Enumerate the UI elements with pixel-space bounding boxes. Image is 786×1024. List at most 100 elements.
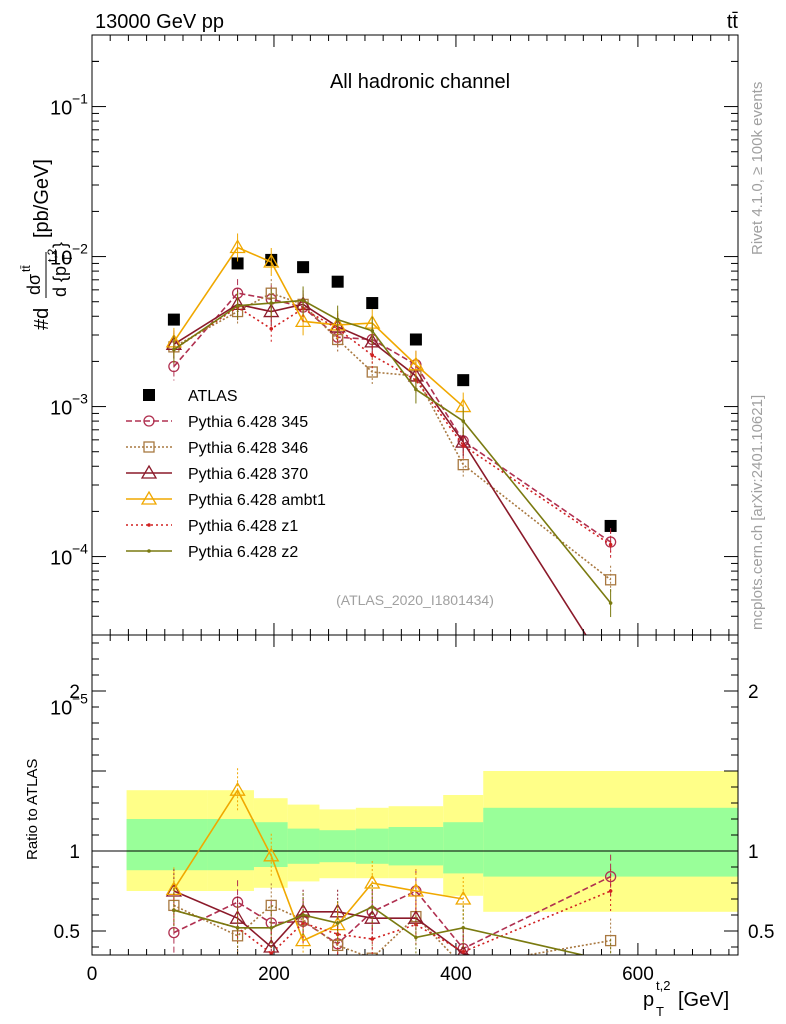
legend-label: Pythia 6.428 z1 bbox=[188, 518, 298, 535]
rivet-label: Rivet 4.1.0, ≥ 100k events bbox=[749, 82, 766, 255]
x-tick-label: 200 bbox=[258, 964, 290, 985]
legend-marker bbox=[147, 549, 151, 553]
legend-label: Pythia 6.428 370 bbox=[188, 466, 308, 483]
ratio-point bbox=[294, 932, 312, 947]
y-tick-label: 10 bbox=[50, 548, 72, 570]
plot-title: All hadronic channel bbox=[330, 71, 510, 93]
data-point bbox=[407, 356, 425, 371]
band-inner-5 bbox=[355, 828, 389, 864]
ratio-plot-area bbox=[165, 768, 617, 964]
ratio-point bbox=[235, 926, 240, 930]
legend-label: ATLAS bbox=[188, 388, 238, 405]
data-point bbox=[461, 443, 466, 448]
legend-entry-2: Pythia 6.428 346 bbox=[126, 440, 308, 457]
data-point bbox=[457, 374, 470, 387]
series-3 bbox=[165, 290, 587, 635]
legend-entry-3: Pythia 6.428 370 bbox=[126, 464, 308, 483]
ratio-y-tick-label: 2 bbox=[69, 682, 80, 703]
x-tick-label: 0 bbox=[87, 964, 98, 985]
ratio-point bbox=[604, 870, 617, 883]
svg-text:T: T bbox=[656, 1004, 664, 1019]
ratio-point bbox=[457, 945, 469, 955]
data-point bbox=[331, 275, 344, 288]
data-point bbox=[604, 574, 617, 586]
ratio-point bbox=[335, 921, 340, 925]
series-line-2 bbox=[173, 292, 612, 581]
ratio-point bbox=[370, 905, 375, 909]
ratio-point bbox=[172, 908, 176, 912]
ratio-point bbox=[455, 890, 472, 905]
svg-text:d {p: d {p bbox=[50, 266, 70, 297]
series-6 bbox=[172, 286, 613, 618]
legend-label: Pythia 6.428 z2 bbox=[188, 544, 298, 561]
ratio-point bbox=[364, 874, 381, 889]
ratio-point bbox=[609, 960, 613, 964]
ratio-point bbox=[370, 937, 375, 941]
band-inner-4 bbox=[319, 830, 356, 863]
ratio-y-tick-label: 1 bbox=[69, 842, 80, 863]
band-inner-0 bbox=[126, 819, 208, 871]
legend-marker bbox=[147, 523, 151, 527]
svg-text:dσ: dσ bbox=[24, 274, 44, 295]
ratio-ylabel: Ratio to ATLAS bbox=[24, 759, 41, 860]
series-line-5 bbox=[173, 306, 612, 546]
legend-marker bbox=[140, 490, 158, 505]
x-tick-label: 400 bbox=[440, 964, 472, 985]
data-point bbox=[269, 301, 274, 305]
ratio-line-3 bbox=[173, 788, 464, 942]
main-panel: 10−110−210−310−410−5 bbox=[50, 34, 739, 955]
ratio-point bbox=[269, 926, 274, 930]
legend-label: Pythia 6.428 ambt1 bbox=[188, 492, 326, 509]
legend-marker bbox=[143, 415, 155, 427]
y-tick-label-exponent: −3 bbox=[72, 391, 88, 407]
ratio-point bbox=[461, 926, 466, 930]
data-point bbox=[409, 333, 422, 346]
ratio-point bbox=[414, 935, 418, 940]
x-axis-label: p t,2 T [GeV] bbox=[643, 978, 729, 1019]
data-point bbox=[263, 253, 280, 268]
legend: ATLAS Pythia 6.428 345 Pythia 6.428 346 Pyt… bbox=[126, 388, 326, 561]
y-tick-label-exponent: −4 bbox=[72, 541, 88, 557]
legend-entry-4: Pythia 6.428 ambt1 bbox=[126, 490, 326, 509]
legend-marker bbox=[143, 441, 155, 453]
ratio-point bbox=[168, 926, 180, 939]
data-point bbox=[235, 303, 240, 308]
data-point bbox=[608, 601, 613, 605]
legend-label: Pythia 6.428 345 bbox=[188, 414, 308, 431]
ratio-point bbox=[263, 847, 280, 862]
data-point bbox=[301, 298, 305, 303]
ratio-y-tick-label-right: 2 bbox=[748, 682, 759, 703]
data-point bbox=[414, 387, 418, 392]
svg-text:t,2: t,2 bbox=[656, 978, 670, 993]
series-line-3 bbox=[173, 303, 587, 635]
data-point bbox=[366, 297, 379, 310]
ratio-frame bbox=[91, 634, 739, 956]
legend-entry-6: Pythia 6.428 z2 bbox=[126, 544, 298, 561]
main-plot-area bbox=[165, 233, 617, 635]
svg-text:T: T bbox=[61, 254, 75, 262]
y-tick-label: 10 bbox=[50, 398, 72, 420]
header-right: tt̄ bbox=[727, 11, 739, 33]
analysis-label: (ATLAS_2020_I1801434) bbox=[336, 592, 494, 608]
data-point bbox=[229, 239, 246, 254]
data-point bbox=[297, 261, 310, 274]
header-left: 13000 GeV pp bbox=[95, 11, 224, 33]
legend-entry-1: Pythia 6.428 345 bbox=[126, 414, 308, 431]
legend-entry-0: ATLAS bbox=[143, 388, 238, 405]
y-tick-label-exponent: −5 bbox=[72, 691, 88, 707]
data-point bbox=[269, 326, 274, 331]
ratio-y-tick-label-right: 0.5 bbox=[748, 922, 774, 943]
svg-text:[GeV]: [GeV] bbox=[678, 989, 729, 1011]
ratio-panel: 0 200 400 600 0.5 0.5 1 1 2 2 bbox=[54, 634, 774, 985]
svg-text:t,2: t,2 bbox=[45, 248, 59, 262]
legend-marker bbox=[143, 389, 155, 401]
data-point bbox=[172, 347, 176, 352]
ratio-line-4 bbox=[173, 890, 611, 955]
svg-text:}: } bbox=[50, 242, 70, 248]
ratio-point bbox=[269, 951, 274, 955]
data-point bbox=[604, 519, 617, 532]
y-tick-label-exponent: −2 bbox=[72, 241, 88, 257]
data-point bbox=[231, 257, 244, 270]
y-tick-label: 10 bbox=[50, 98, 72, 120]
